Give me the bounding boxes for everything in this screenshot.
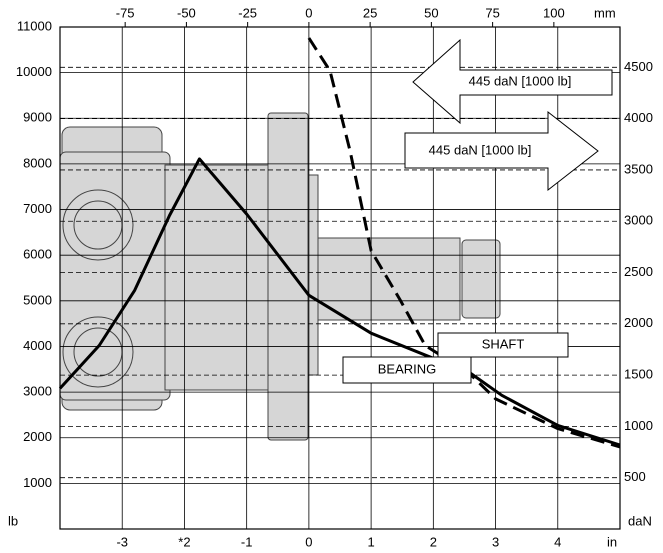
x2-tick-label: 75 [485, 5, 499, 20]
y2-tick-label: 2500 [624, 264, 653, 279]
x2-tick-label: 25 [363, 5, 377, 20]
y2-tick-label: 500 [624, 469, 646, 484]
y2-tick-label: 4500 [624, 59, 653, 74]
mounting-flange [268, 113, 308, 440]
y2-tick-label: 2000 [624, 315, 653, 330]
x2-tick-label: 100 [543, 5, 565, 20]
y-tick-label: 9000 [23, 110, 52, 125]
x-unit: in [607, 534, 617, 549]
pilot [308, 175, 318, 375]
y-tick-label: 10000 [16, 64, 52, 79]
y-tick-label: 5000 [23, 292, 52, 307]
x2-tick-label: -75 [116, 5, 135, 20]
y2-unit: daN [628, 513, 652, 528]
y2-tick-label: 3000 [624, 213, 653, 228]
x-tick-label: 0 [305, 534, 312, 549]
y2-tick-label: 1000 [624, 418, 653, 433]
y-tick-label: 2000 [23, 429, 52, 444]
y-unit: lb [8, 513, 18, 528]
x2-tick-label: 0 [305, 5, 312, 20]
shaft-nut [462, 240, 500, 318]
annotation: 445 daN [1000 lb] [429, 142, 532, 157]
y2-tick-label: 4000 [624, 110, 653, 125]
x-tick-label: *2 [178, 534, 190, 549]
motor-neck [165, 165, 270, 390]
x-tick-label: -1 [241, 534, 253, 549]
x-tick-label: 3 [492, 534, 499, 549]
y-tick-label: 3000 [23, 384, 52, 399]
y-tick-label: 4000 [23, 338, 52, 353]
y2-tick-label: 3500 [624, 161, 653, 176]
x-tick-label: -3 [116, 534, 128, 549]
y-tick-label: 8000 [23, 155, 52, 170]
x-tick-label: 2 [430, 534, 437, 549]
y-tick-label: 7000 [23, 201, 52, 216]
annotation: 445 daN [1000 lb] [469, 73, 572, 88]
x-tick-label: 4 [554, 534, 561, 549]
x2-tick-label: -25 [238, 5, 257, 20]
y-tick-label: 6000 [23, 247, 52, 262]
port-inner [74, 201, 122, 249]
x-tick-label: 1 [367, 534, 374, 549]
port-inner [74, 328, 122, 376]
series-label: BEARING [378, 361, 437, 376]
y-tick-label: 11000 [17, 18, 52, 33]
chart: 1000200030004000500060007000800090001000… [0, 0, 663, 553]
page: {"chart_data": {"type": "line", "x_unit"… [0, 0, 663, 553]
x2-unit: mm [594, 5, 616, 20]
y2-tick-label: 1500 [624, 367, 653, 382]
y-tick-label: 1000 [23, 475, 52, 490]
load-arrows: 445 daN [1000 lb] 445 daN [1000 lb] [405, 40, 612, 190]
x2-tick-label: 50 [424, 5, 438, 20]
x2-tick-label: -50 [177, 5, 196, 20]
series-label: SHAFT [482, 336, 525, 351]
